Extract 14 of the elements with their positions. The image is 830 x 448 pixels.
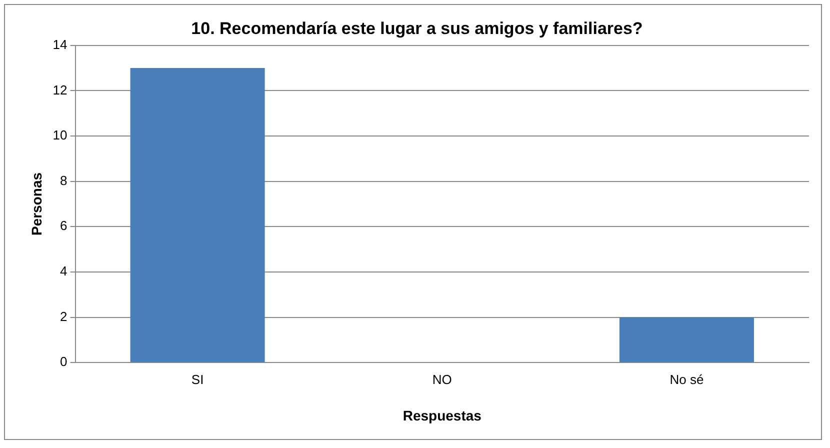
y-tick-label: 10 — [52, 128, 68, 143]
y-axis-title: Personas — [28, 172, 44, 236]
y-tick-label: 14 — [52, 36, 68, 52]
x-tick-label: NO — [432, 372, 452, 387]
x-axis-title: Respuestas — [402, 407, 482, 424]
x-tick-label: No sé — [670, 372, 704, 387]
x-tick-label: SI — [191, 372, 204, 387]
y-tick-label: 2 — [60, 308, 68, 324]
y-tick-label: 12 — [52, 82, 68, 98]
y-tick-label: 0 — [60, 354, 68, 370]
y-tick-label: 6 — [60, 218, 68, 234]
chart-title: 10. Recomendaría este lugar a sus amigos y familiares? — [191, 18, 643, 38]
y-tick-label: 4 — [60, 264, 68, 279]
y-tick-label: 8 — [60, 172, 68, 188]
